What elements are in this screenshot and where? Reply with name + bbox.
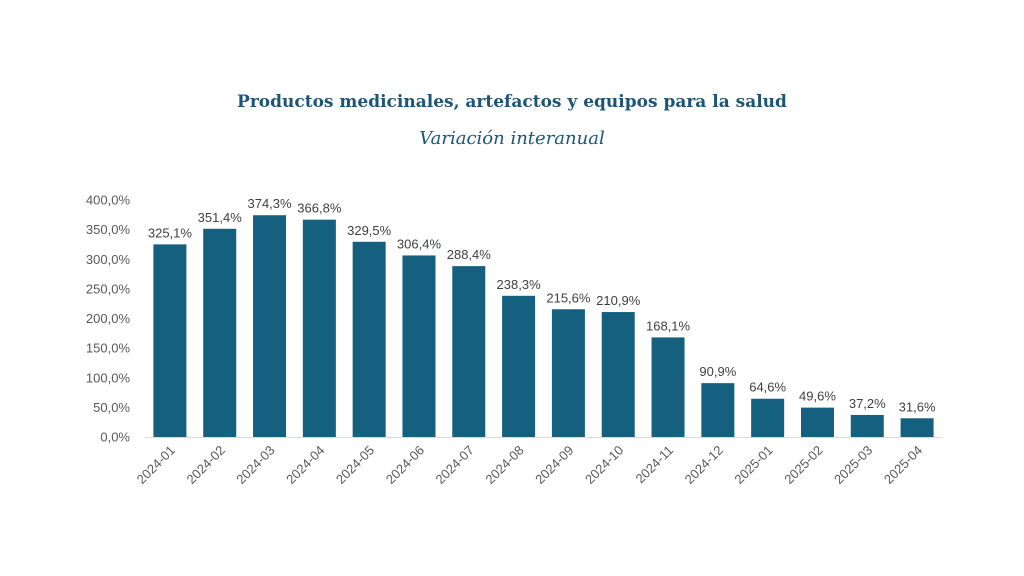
bar-2024-07 [452, 266, 486, 437]
y-tick-label: 250,0% [86, 281, 131, 296]
bar-2025-03 [850, 414, 884, 437]
x-tick-label: 2024-10 [582, 443, 626, 487]
bar-2024-05 [352, 241, 386, 437]
x-tick-label: 2024-02 [183, 443, 227, 487]
data-label: 168,1% [646, 318, 691, 333]
chart-title: Productos medicinales, artefactos y equi… [237, 92, 787, 112]
x-tick-label: 2025-02 [781, 443, 825, 487]
bar-2025-04 [900, 418, 934, 437]
bar-2024-02 [203, 228, 237, 437]
bar-2024-09 [551, 309, 585, 437]
bar-2024-01 [153, 244, 187, 437]
bar-2024-11 [651, 337, 685, 437]
bar-2024-04 [302, 219, 336, 437]
x-tick-label: 2025-04 [881, 443, 925, 487]
y-tick-label: 200,0% [86, 311, 131, 326]
x-tick-label: 2025-03 [831, 443, 875, 487]
x-tick-label: 2024-04 [283, 443, 327, 487]
chart-subtitle: Variación interanual [419, 128, 605, 149]
bar-2025-01 [751, 398, 785, 437]
x-tick-label: 2024-06 [383, 443, 427, 487]
data-label: 351,4% [198, 210, 243, 225]
y-tick-label: 0,0% [100, 430, 130, 445]
x-tick-label: 2024-11 [632, 443, 676, 487]
data-label: 238,3% [497, 277, 542, 292]
x-tick-label: 2024-09 [532, 443, 576, 487]
x-tick-label: 2025-01 [731, 443, 775, 487]
data-label: 90,9% [699, 364, 736, 379]
x-tick-label: 2024-08 [482, 443, 526, 487]
data-label: 215,6% [546, 290, 591, 305]
x-tick-label: 2024-01 [134, 443, 178, 487]
x-tick-label: 2024-03 [233, 443, 277, 487]
y-tick-label: 100,0% [86, 370, 131, 385]
data-label: 329,5% [347, 223, 392, 238]
y-tick-label: 50,0% [93, 400, 130, 415]
bar-2024-06 [402, 255, 436, 437]
data-label: 210,9% [596, 293, 641, 308]
y-tick-label: 350,0% [86, 222, 131, 237]
data-label: 374,3% [247, 196, 292, 211]
data-label: 366,8% [297, 201, 342, 216]
data-label: 64,6% [749, 380, 786, 395]
data-label: 31,6% [899, 399, 936, 414]
bar-2025-02 [800, 407, 834, 437]
bar-2024-10 [601, 312, 635, 437]
data-label: 37,2% [849, 396, 886, 411]
data-label: 49,6% [799, 389, 836, 404]
y-tick-label: 400,0% [86, 193, 131, 208]
y-tick-label: 300,0% [86, 252, 131, 267]
data-label: 306,4% [397, 236, 442, 251]
x-tick-label: 2024-05 [333, 443, 377, 487]
x-tick-label: 2024-12 [682, 443, 726, 487]
x-tick-label: 2024-07 [433, 443, 477, 487]
bar-2024-12 [701, 383, 735, 437]
data-label: 288,4% [447, 247, 492, 262]
bar-2024-08 [502, 295, 536, 437]
y-tick-label: 150,0% [86, 341, 131, 356]
data-label: 325,1% [148, 225, 193, 240]
bar-2024-03 [253, 215, 287, 437]
